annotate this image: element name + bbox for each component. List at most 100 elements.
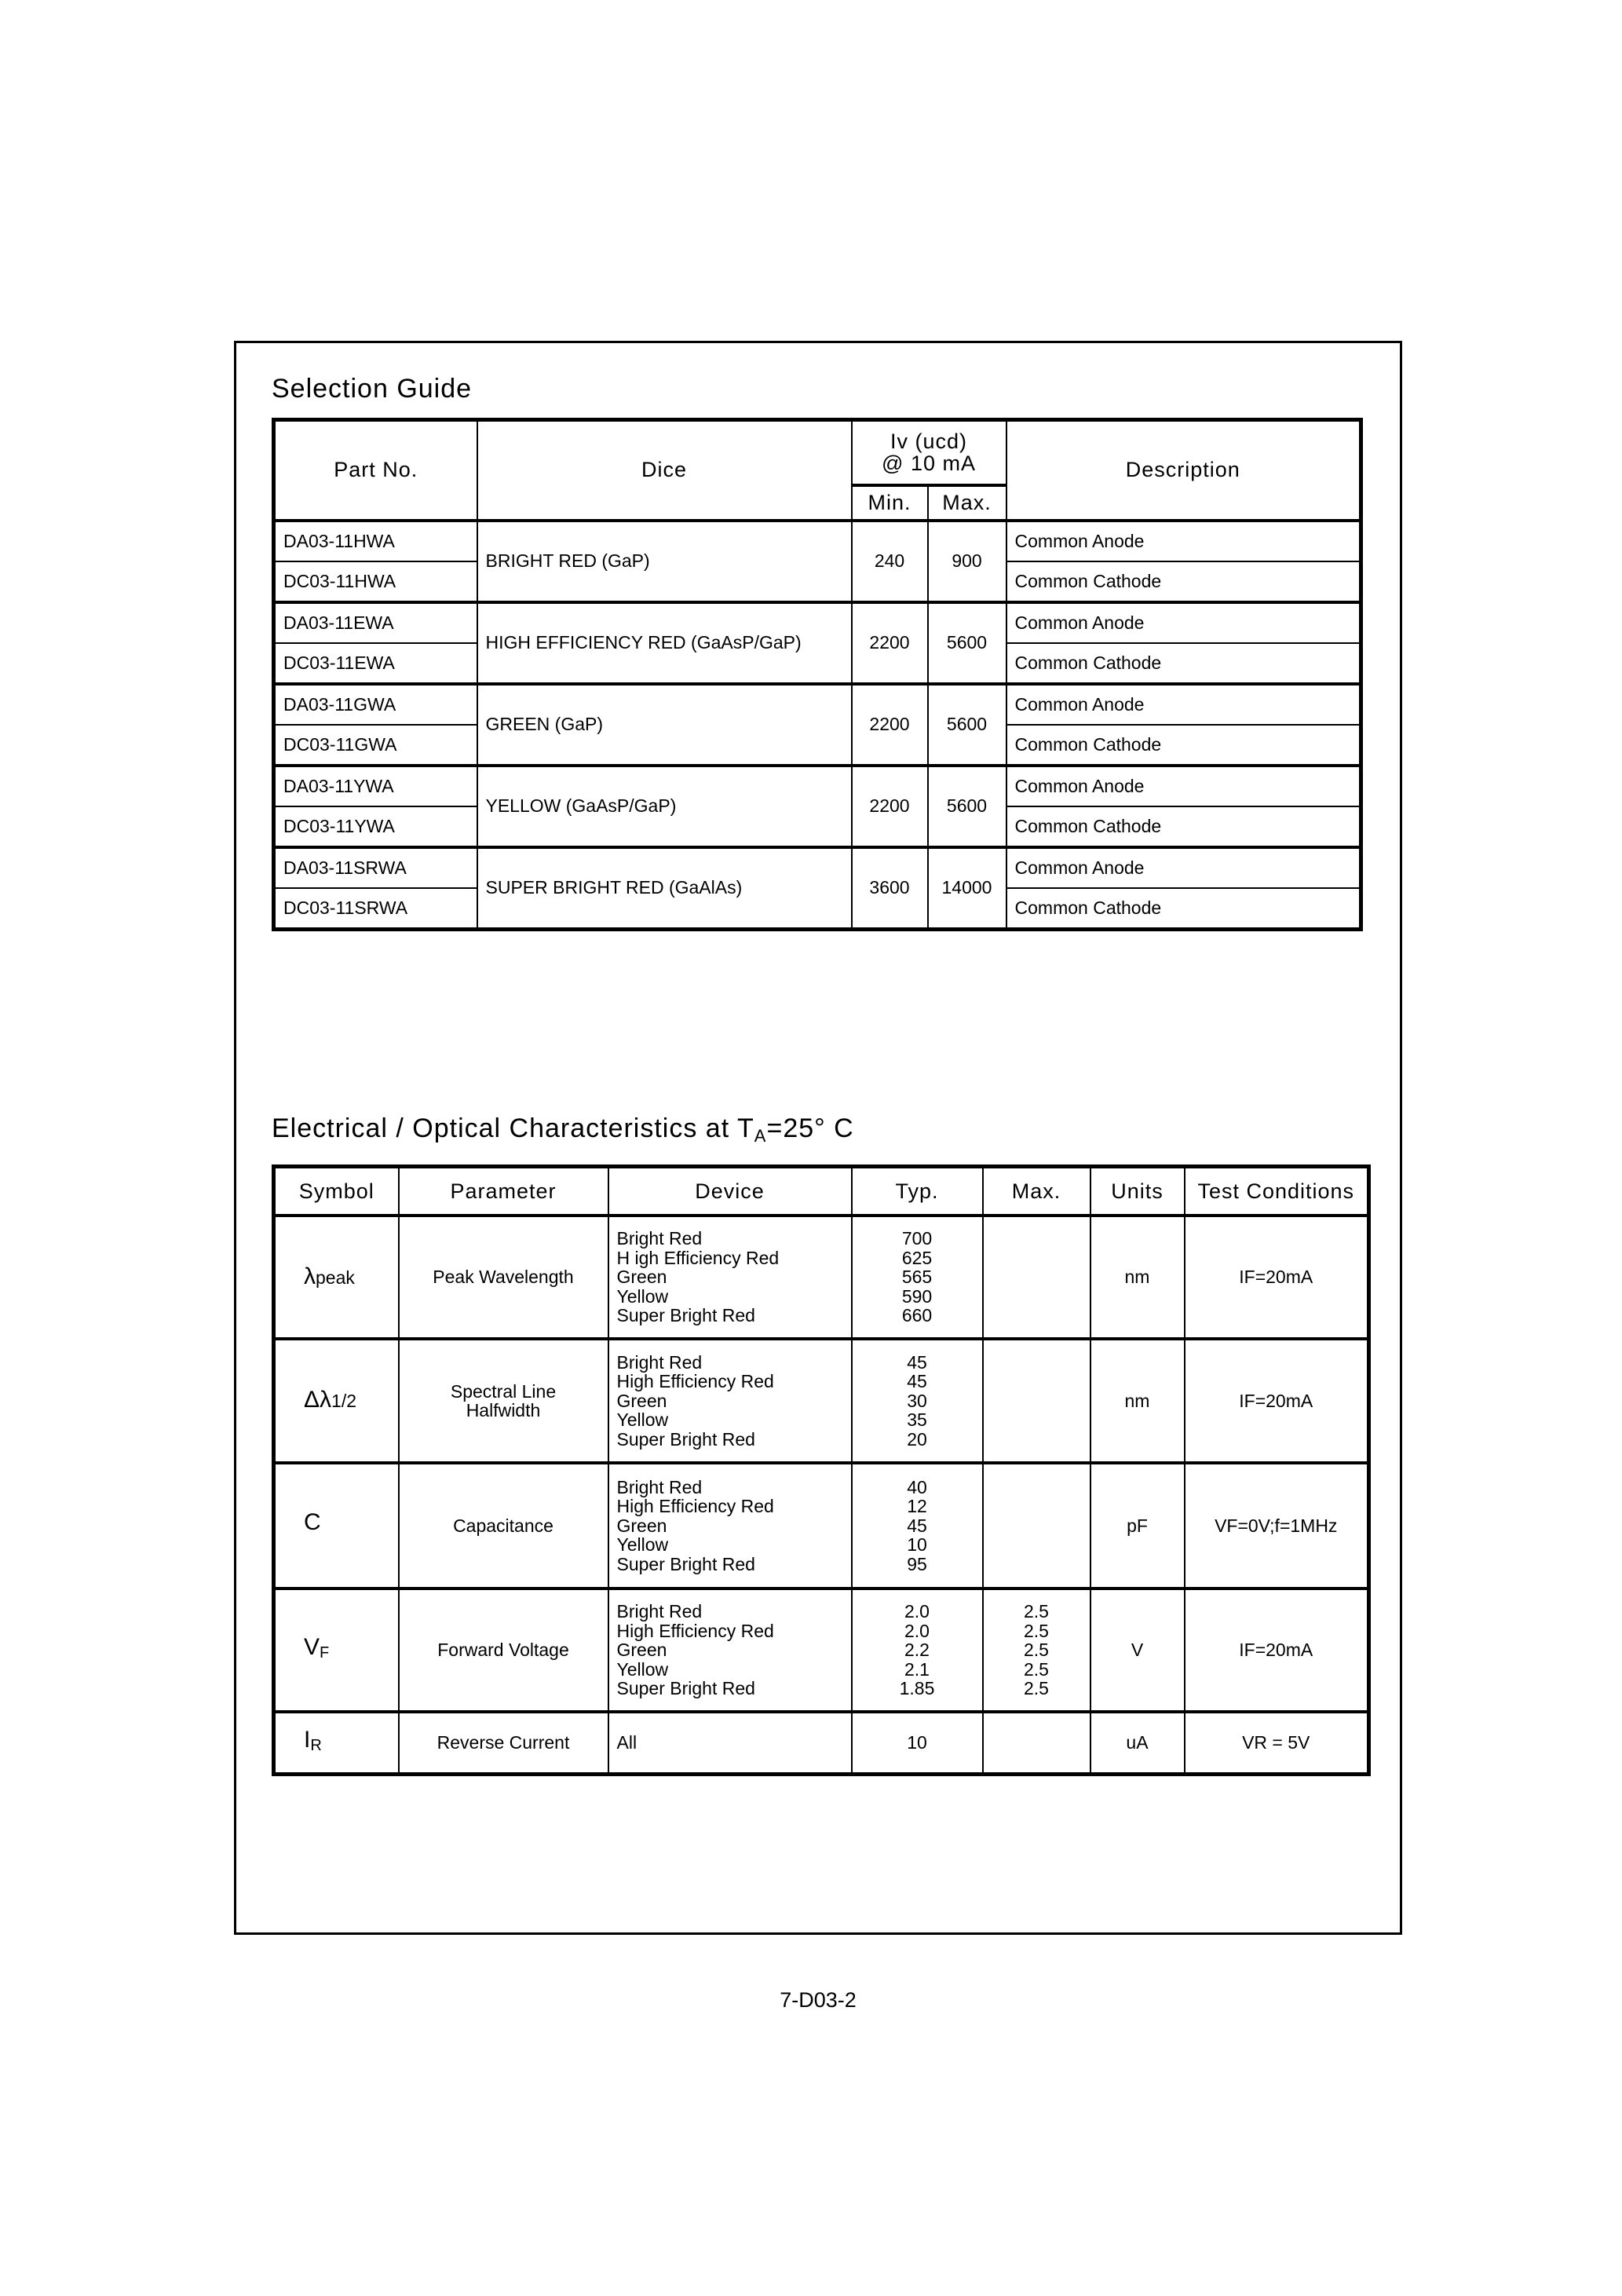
electrical-characteristics-table: Symbol Parameter Device Typ. Max. Units … <box>272 1164 1371 1776</box>
table-row: C Capacitance Bright Red High Efficiency R… <box>272 1461 1370 1589</box>
electrical-title: Electrical / Optical Characteristics at … <box>272 1113 854 1146</box>
table-row: DA03-11GWA GREEN (GaP) 2200 5600 Common Anod… <box>272 682 1362 766</box>
description-cell: Common Anode <box>1005 682 1362 726</box>
part-number-cell: DA03-11HWA <box>272 518 478 562</box>
device-cell: Bright Red H igh Efficiency Red Green Ye… <box>607 1214 853 1340</box>
symbol-cell: Δλ1/2 <box>272 1337 400 1464</box>
iv-max-cell: 900 <box>926 518 1007 603</box>
dice-cell: HIGH EFFICIENCY RED (GaAsP/GaP) <box>476 600 853 685</box>
typ-cell: 45 45 30 35 20 <box>850 1337 984 1464</box>
units-cell: nm <box>1089 1337 1185 1464</box>
dice-cell: BRIGHT RED (GaP) <box>476 518 853 603</box>
symbol-subscript: 1/2 <box>331 1391 357 1412</box>
part-number-cell: DC03-11SRWA <box>272 887 478 930</box>
electrical-title-tail: =25° C <box>766 1113 854 1143</box>
conditions-cell: IF=20mA <box>1183 1337 1370 1464</box>
electrical-title-main: Electrical / Optical Characteristics at … <box>272 1113 754 1143</box>
description-cell: Common Anode <box>1005 600 1362 644</box>
header-part-no: Part No. <box>272 419 478 521</box>
symbol-glyph: Δλ <box>304 1387 332 1413</box>
symbol-cell: λpeak <box>272 1214 400 1340</box>
max-cell <box>981 1214 1091 1340</box>
table-row: DC03-11HWA Common Cathode <box>272 560 1362 603</box>
iv-min-cell: 2200 <box>850 763 929 848</box>
header-iv-condition: @ 10 mA <box>882 452 976 476</box>
units-cell: nm <box>1089 1214 1185 1340</box>
iv-min-cell: 240 <box>850 518 929 603</box>
table-row: DC03-11YWA Common Cathode <box>272 805 1362 848</box>
selection-guide-table: Part No. Dice Iv (ucd) @ 10 mA Descriptio… <box>272 418 1363 931</box>
header-device: Device <box>607 1165 853 1216</box>
header-dice: Dice <box>476 419 853 521</box>
header-iv-label: Iv (ucd) <box>890 430 968 454</box>
header-symbol: Symbol <box>272 1165 400 1216</box>
max-cell <box>981 1710 1091 1775</box>
part-number-cell: DA03-11EWA <box>272 600 478 644</box>
header-description: Description <box>1005 419 1362 521</box>
table-row: DC03-11SRWA Common Cathode <box>272 887 1362 930</box>
table-row: λpeak Peak Wavelength Bright Red H igh Eff… <box>272 1214 1370 1340</box>
iv-max-cell: 5600 <box>926 682 1007 766</box>
units-cell: pF <box>1089 1461 1185 1589</box>
header-conditions: Test Conditions <box>1183 1165 1370 1216</box>
header-parameter: Parameter <box>397 1165 609 1216</box>
description-cell: Common Cathode <box>1005 723 1362 766</box>
iv-min-cell: 2200 <box>850 682 929 766</box>
symbol-subscript: peak <box>316 1267 355 1288</box>
parameter-cell: Capacitance <box>397 1461 609 1589</box>
page-frame <box>234 341 1402 1935</box>
description-cell: Common Anode <box>1005 763 1362 807</box>
symbol-glyph: I <box>304 1726 311 1753</box>
symbol-subscript: F <box>320 1643 330 1662</box>
description-cell: Common Anode <box>1005 518 1362 562</box>
conditions-cell: IF=20mA <box>1183 1587 1370 1713</box>
iv-max-cell: 5600 <box>926 763 1007 848</box>
part-number-cell: DC03-11YWA <box>272 805 478 848</box>
parameter-cell: Reverse Current <box>397 1710 609 1775</box>
symbol-subscript: R <box>310 1736 322 1754</box>
table-row: DA03-11EWA HIGH EFFICIENCY RED (GaAsP/GaP… <box>272 600 1362 685</box>
header-max: Max. <box>926 484 1007 521</box>
symbol-cell: C <box>272 1461 400 1589</box>
symbol-glyph: C <box>304 1509 321 1536</box>
conditions-cell: IF=20mA <box>1183 1214 1370 1340</box>
table-row: Δλ1/2 Spectral Line Halfwidth Bright Red H… <box>272 1337 1370 1464</box>
part-number-cell: DA03-11SRWA <box>272 845 478 889</box>
description-cell: Common Cathode <box>1005 560 1362 603</box>
symbol-glyph: V <box>304 1633 320 1660</box>
iv-max-cell: 5600 <box>926 600 1007 685</box>
part-number-cell: DA03-11YWA <box>272 763 478 807</box>
symbol-cell: IR <box>272 1710 400 1775</box>
table-row: DA03-11HWA BRIGHT RED (GaP) 240 900 Common A… <box>272 518 1362 603</box>
header-max: Max. <box>981 1165 1091 1216</box>
page-number: 7-D03-2 <box>780 1988 857 2012</box>
symbol-glyph: λ <box>304 1263 316 1289</box>
table-row: DC03-11EWA Common Cathode <box>272 642 1362 685</box>
iv-min-cell: 2200 <box>850 600 929 685</box>
table-row: DA03-11YWA YELLOW (GaAsP/GaP) 2200 5600 Comm… <box>272 763 1362 848</box>
table-row: IR Reverse Current All 10 uA VR = 5V <box>272 1710 1370 1775</box>
description-cell: Common Anode <box>1005 845 1362 889</box>
dice-cell: SUPER BRIGHT RED (GaAlAs) <box>476 845 853 930</box>
device-cell: Bright Red High Efficiency Red Green Yel… <box>607 1337 853 1464</box>
part-number-cell: DC03-11EWA <box>272 642 478 685</box>
iv-max-cell: 14000 <box>926 845 1007 930</box>
typ-cell: 40 12 45 10 95 <box>850 1461 984 1589</box>
selection-guide-title: Selection Guide <box>272 374 473 404</box>
typ-cell: 10 <box>850 1710 984 1775</box>
header-units: Units <box>1089 1165 1185 1216</box>
dice-cell: YELLOW (GaAsP/GaP) <box>476 763 853 848</box>
description-cell: Common Cathode <box>1005 642 1362 685</box>
device-cell: Bright Red High Efficiency Red Green Yel… <box>607 1461 853 1589</box>
parameter-cell: Peak Wavelength <box>397 1214 609 1340</box>
device-cell: Bright Red High Efficiency Red Green Yel… <box>607 1587 853 1713</box>
conditions-cell: VF=0V;f=1MHz <box>1183 1461 1370 1589</box>
units-cell: uA <box>1089 1710 1185 1775</box>
parameter-cell: Spectral Line Halfwidth <box>397 1337 609 1464</box>
max-cell <box>981 1337 1091 1464</box>
table-row: DC03-11GWA Common Cathode <box>272 723 1362 766</box>
table-row: DA03-11SRWA SUPER BRIGHT RED (GaAlAs) 3600… <box>272 845 1362 930</box>
max-cell <box>981 1461 1091 1589</box>
header-iv: Iv (ucd) @ 10 mA <box>850 419 1007 487</box>
device-cell: All <box>607 1710 853 1775</box>
